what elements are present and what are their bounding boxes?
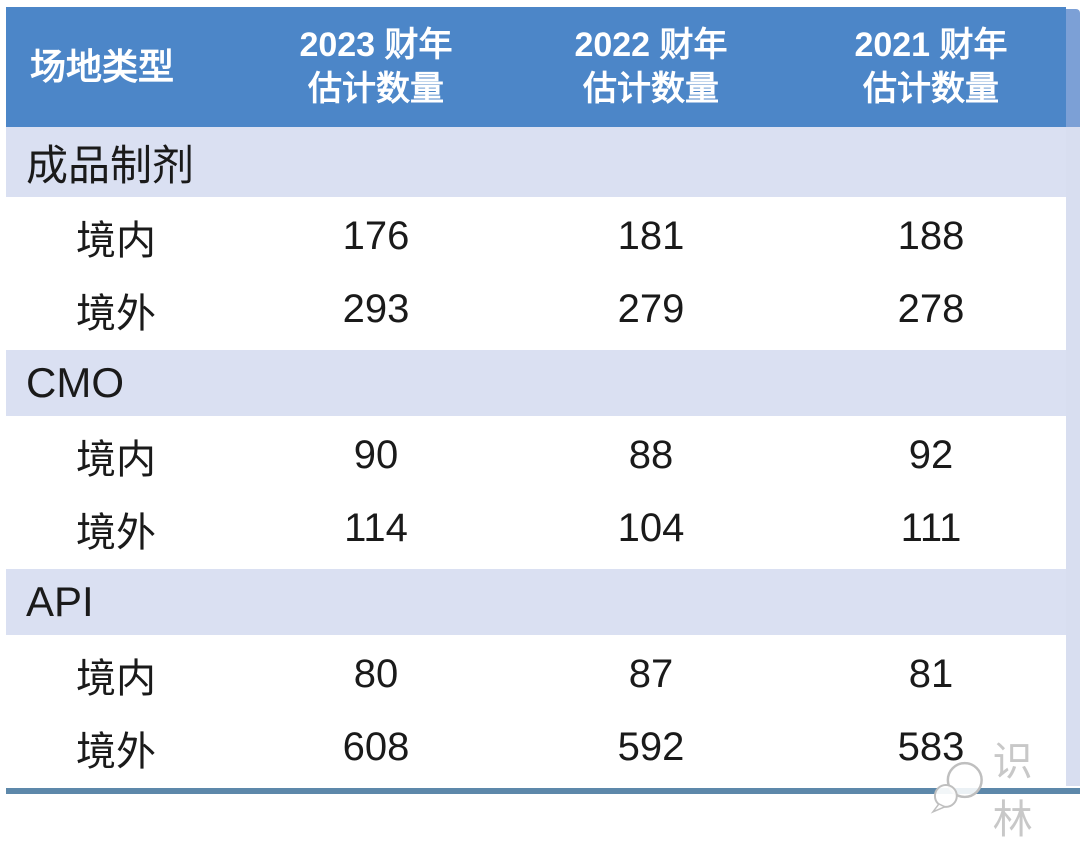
header-fy2022-line1: 2022 财年 (574, 26, 728, 64)
empty-cell (796, 569, 1066, 635)
cell-fy2022: 592 (617, 725, 685, 769)
cell-fy2021: 111 (900, 506, 962, 550)
cell-fy2022: 104 (617, 506, 685, 550)
watermark: 识林 (925, 729, 1080, 845)
row-label: 境外 (76, 291, 156, 336)
cell-fy2022: 181 (617, 214, 685, 258)
section-row-finished-dosage: 成品制剂 (6, 127, 1066, 200)
empty-cell (506, 127, 796, 197)
empty-cell (506, 569, 796, 635)
table-row-api-foreign: 境外 608 592 583 (6, 711, 1066, 784)
header-fy2021-line2: 估计数量 (863, 70, 999, 108)
cell-fy2021: 583 (897, 725, 965, 769)
cell-fy2021: 81 (908, 652, 954, 696)
cell-fy2023: 114 (344, 506, 408, 550)
section-label: CMO (26, 359, 124, 406)
section-row-api: API (6, 565, 1066, 638)
table-row-api-domestic: 境内 80 87 81 (6, 638, 1066, 711)
cell-fy2021: 92 (908, 433, 954, 477)
header-fy2022-line2: 估计数量 (583, 70, 719, 108)
table-row-finished-foreign: 境外 293 279 278 (6, 273, 1066, 346)
shilin-logo-icon (930, 761, 983, 814)
section-label: API (26, 578, 94, 625)
header-site-type-label: 场地类型 (30, 46, 175, 87)
cell-fy2022: 279 (617, 287, 685, 331)
header-fy2021-line1: 2021 财年 (854, 26, 1008, 64)
cell-fy2023: 293 (342, 287, 410, 331)
table-row-cmo-domestic: 境内 90 88 92 (6, 419, 1066, 492)
watermark-text: 识林 (992, 740, 1037, 842)
empty-cell (506, 350, 796, 416)
right-edge-strip-header (1066, 9, 1080, 127)
cell-fy2022: 87 (628, 652, 674, 696)
table-header-row: 场地类型 2023 财年 估计数量 2022 财年 估计数量 2021 财年 估… (6, 7, 1066, 127)
cell-fy2022: 88 (628, 433, 674, 477)
bottom-divider-bar (6, 788, 1080, 794)
header-fy2021: 2021 财年 估计数量 (796, 7, 1066, 127)
empty-cell (796, 350, 1066, 416)
cell-fy2023: 90 (353, 433, 399, 477)
right-edge-strip (1066, 9, 1080, 786)
cell-fy2023: 80 (353, 652, 399, 696)
right-edge-strip-body (1066, 127, 1080, 786)
header-site-type: 场地类型 (6, 7, 246, 127)
header-fy2022: 2022 财年 估计数量 (506, 7, 796, 127)
cell-fy2023: 608 (342, 725, 410, 769)
row-label: 境外 (76, 510, 156, 555)
empty-cell (246, 350, 506, 416)
row-label: 境内 (76, 656, 156, 701)
cell-fy2023: 176 (342, 214, 410, 258)
cell-fy2021: 278 (897, 287, 965, 331)
row-label: 境内 (76, 218, 156, 263)
empty-cell (246, 127, 506, 197)
header-fy2023-line1: 2023 财年 (299, 26, 453, 64)
facility-inspection-table: 场地类型 2023 财年 估计数量 2022 财年 估计数量 2021 财年 估… (6, 7, 1066, 784)
cell-fy2021: 188 (897, 214, 965, 258)
row-label: 境外 (76, 729, 156, 774)
table-row-cmo-foreign: 境外 114 104 111 (6, 492, 1066, 565)
section-row-cmo: CMO (6, 346, 1066, 419)
header-fy2023-line2: 估计数量 (308, 70, 444, 108)
empty-cell (246, 569, 506, 635)
section-label: 成品制剂 (26, 141, 195, 189)
empty-cell (796, 127, 1066, 197)
header-fy2023: 2023 财年 估计数量 (246, 7, 506, 127)
row-label: 境内 (76, 437, 156, 482)
table-row-finished-domestic: 境内 176 181 188 (6, 200, 1066, 273)
